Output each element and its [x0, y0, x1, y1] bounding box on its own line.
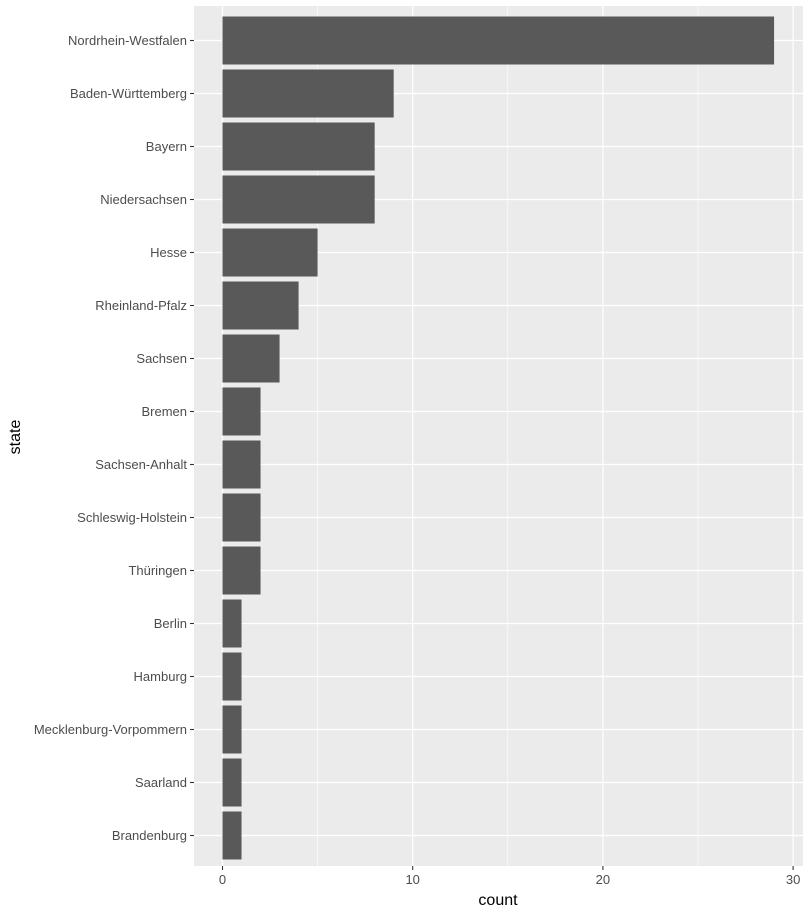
- bar: [222, 652, 242, 701]
- y-tick-label: Schleswig-Holstein: [77, 510, 187, 525]
- bar: [222, 811, 242, 860]
- y-tick-label: Sachsen-Anhalt: [95, 457, 187, 472]
- x-tick-label: 0: [219, 872, 226, 887]
- y-tick-label: Hamburg: [134, 669, 187, 684]
- y-tick-label: Niedersachsen: [100, 192, 187, 207]
- x-tick-label: 30: [786, 872, 800, 887]
- bar: [222, 16, 775, 65]
- y-axis-title: state: [7, 420, 24, 455]
- bar: [222, 281, 299, 330]
- bars: [222, 16, 775, 860]
- y-tick-label: Bremen: [141, 404, 187, 419]
- y-tick-label: Baden-Württemberg: [70, 86, 187, 101]
- y-tick-label: Thüringen: [128, 563, 187, 578]
- y-tick-label: Sachsen: [136, 351, 187, 366]
- y-tick-label: Nordrhein-Westfalen: [68, 33, 187, 48]
- bar: [222, 69, 394, 118]
- bar: [222, 387, 261, 436]
- bar: [222, 599, 242, 648]
- bar: [222, 175, 375, 224]
- y-tick-label: Bayern: [146, 139, 187, 154]
- bar: [222, 758, 242, 807]
- bar: [222, 122, 375, 171]
- x-axis: 0 10 20 30: [219, 866, 800, 887]
- y-tick-label: Rheinland-Pfalz: [95, 298, 187, 313]
- bar: [222, 705, 242, 754]
- bar: [222, 493, 261, 542]
- x-tick-label: 10: [405, 872, 419, 887]
- bar: [222, 440, 261, 489]
- y-tick-label: Brandenburg: [112, 828, 187, 843]
- y-tick-label: Berlin: [154, 616, 187, 631]
- y-axis: Nordrhein-Westfalen Baden-Württemberg Baye…: [34, 33, 194, 843]
- bar: [222, 546, 261, 595]
- y-tick-label: Hesse: [150, 245, 187, 260]
- y-tick-label: Saarland: [135, 775, 187, 790]
- x-axis-title: count: [478, 892, 518, 909]
- x-tick-label: 20: [596, 872, 610, 887]
- bar: [222, 228, 318, 277]
- bar: [222, 334, 280, 383]
- y-tick-label: Mecklenburg-Vorpommern: [34, 722, 187, 737]
